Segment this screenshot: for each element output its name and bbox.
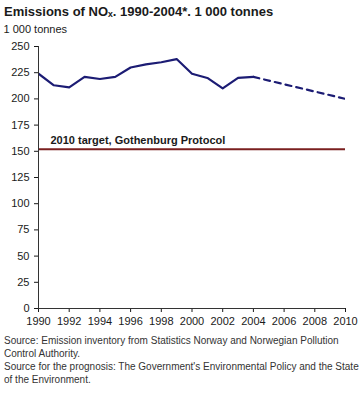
svg-text:2010: 2010: [333, 315, 357, 327]
svg-text:25: 25: [17, 276, 29, 288]
svg-text:75: 75: [17, 223, 29, 235]
svg-text:2008: 2008: [303, 315, 327, 327]
svg-text:1992: 1992: [57, 315, 81, 327]
html-text:Source for the prognosis: The: Source for the prognosis: The Government…: [4, 361, 359, 385]
svg-text:2002: 2002: [210, 315, 234, 327]
svg-text:1990: 1990: [26, 315, 50, 327]
svg-text:100: 100: [11, 197, 29, 209]
svg-text:1 000 tonnes: 1 000 tonnes: [4, 23, 68, 35]
svg-text:1996: 1996: [118, 315, 142, 327]
html-text:Emissions of NOₓ. 1990-2004*.: Emissions of NOₓ. 1990-2004*. 1 000 tonn…: [4, 4, 274, 19]
svg-text:1998: 1998: [149, 315, 173, 327]
svg-text:2004: 2004: [241, 315, 265, 327]
html-text:Source: Emission inventory fro: Source: Emission inventory from Statisti…: [4, 335, 339, 359]
svg-text:0: 0: [23, 302, 29, 314]
svg-text:50: 50: [17, 250, 29, 262]
svg-text:2010 target, Gothenburg Protoc: 2010 target, Gothenburg Protocol: [51, 134, 226, 146]
svg-text:200: 200: [11, 92, 29, 104]
svg-text:175: 175: [11, 119, 29, 131]
svg-text:150: 150: [11, 145, 29, 157]
svg-text:125: 125: [11, 171, 29, 183]
svg-text:225: 225: [11, 66, 29, 78]
svg-text:1994: 1994: [88, 315, 112, 327]
svg-text:2006: 2006: [272, 315, 296, 327]
svg-text:2000: 2000: [180, 315, 204, 327]
svg-text:250: 250: [11, 40, 29, 52]
